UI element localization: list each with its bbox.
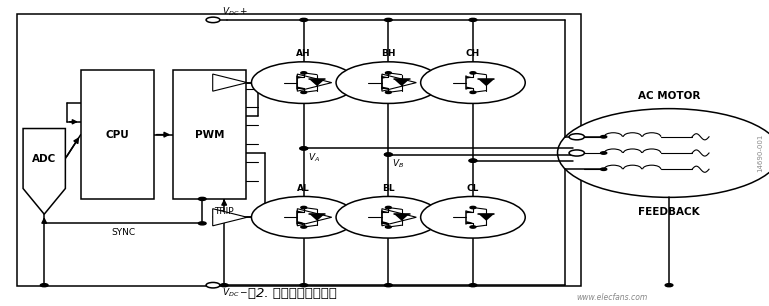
- Text: BL: BL: [382, 184, 394, 193]
- Polygon shape: [382, 74, 416, 91]
- Text: CH: CH: [466, 49, 480, 58]
- Polygon shape: [381, 211, 388, 213]
- Circle shape: [384, 18, 392, 21]
- Circle shape: [385, 91, 391, 94]
- Circle shape: [40, 284, 48, 287]
- Circle shape: [469, 159, 477, 162]
- Text: 图2. 三相交流电机驱动: 图2. 三相交流电机驱动: [248, 288, 337, 300]
- Polygon shape: [213, 209, 247, 226]
- Circle shape: [469, 284, 477, 287]
- Circle shape: [470, 206, 476, 209]
- Polygon shape: [297, 221, 304, 224]
- Circle shape: [384, 284, 392, 287]
- Polygon shape: [309, 214, 325, 221]
- Polygon shape: [298, 209, 331, 226]
- Circle shape: [421, 62, 525, 103]
- Polygon shape: [466, 87, 473, 89]
- Circle shape: [300, 147, 308, 150]
- Text: AC MOTOR: AC MOTOR: [638, 91, 701, 101]
- Text: AL: AL: [298, 184, 310, 193]
- Circle shape: [300, 284, 308, 287]
- Bar: [173, 70, 246, 199]
- Text: AH: AH: [296, 49, 311, 58]
- Text: CPU: CPU: [105, 130, 129, 140]
- Text: FEEDBACK: FEEDBACK: [638, 207, 700, 217]
- Circle shape: [300, 18, 308, 21]
- Text: www.elecfans.com: www.elecfans.com: [577, 293, 648, 302]
- Circle shape: [198, 197, 206, 200]
- Text: CL: CL: [467, 184, 479, 193]
- Polygon shape: [394, 79, 410, 86]
- Circle shape: [558, 109, 769, 197]
- Circle shape: [569, 150, 584, 156]
- Text: TRIP: TRIP: [215, 207, 234, 215]
- Polygon shape: [466, 221, 473, 224]
- Circle shape: [384, 153, 392, 156]
- Circle shape: [421, 196, 525, 238]
- Circle shape: [301, 91, 307, 94]
- Circle shape: [301, 72, 307, 74]
- Polygon shape: [381, 221, 388, 224]
- Circle shape: [301, 226, 307, 228]
- Polygon shape: [297, 211, 304, 213]
- Text: $V_{DC}+$: $V_{DC}+$: [222, 6, 248, 18]
- Polygon shape: [478, 79, 494, 86]
- Circle shape: [336, 62, 441, 103]
- Text: PWM: PWM: [195, 130, 225, 140]
- Circle shape: [470, 91, 476, 94]
- Text: ADC: ADC: [32, 154, 56, 163]
- Circle shape: [300, 147, 308, 150]
- Circle shape: [198, 222, 206, 225]
- Polygon shape: [297, 76, 304, 79]
- Circle shape: [221, 284, 228, 287]
- Circle shape: [301, 206, 307, 209]
- Polygon shape: [381, 76, 388, 79]
- Polygon shape: [394, 214, 410, 221]
- Circle shape: [470, 72, 476, 74]
- Circle shape: [469, 159, 477, 162]
- Circle shape: [251, 196, 356, 238]
- Polygon shape: [298, 74, 331, 91]
- Text: $V_A$: $V_A$: [308, 151, 320, 164]
- Circle shape: [470, 226, 476, 228]
- Circle shape: [665, 284, 673, 287]
- Circle shape: [251, 62, 356, 103]
- Text: BH: BH: [381, 49, 395, 58]
- Circle shape: [385, 206, 391, 209]
- Text: SYNC: SYNC: [112, 228, 135, 237]
- Bar: [17, 14, 581, 286]
- Polygon shape: [466, 76, 473, 79]
- Polygon shape: [466, 211, 473, 213]
- Polygon shape: [478, 214, 494, 221]
- Polygon shape: [23, 129, 65, 214]
- Polygon shape: [297, 87, 304, 89]
- Circle shape: [206, 282, 220, 288]
- Text: $V_B$: $V_B$: [392, 158, 404, 170]
- Circle shape: [601, 168, 607, 170]
- Text: $V_{DC}-$: $V_{DC}-$: [222, 287, 248, 299]
- Circle shape: [601, 152, 607, 154]
- Circle shape: [336, 196, 441, 238]
- Circle shape: [469, 18, 477, 21]
- Circle shape: [601, 136, 607, 138]
- Circle shape: [569, 134, 584, 140]
- Text: 14690-001: 14690-001: [757, 134, 764, 172]
- Circle shape: [384, 153, 392, 156]
- Polygon shape: [213, 74, 247, 91]
- Polygon shape: [309, 79, 325, 86]
- Circle shape: [385, 72, 391, 74]
- Circle shape: [385, 226, 391, 228]
- Bar: [81, 70, 154, 199]
- Polygon shape: [382, 209, 416, 226]
- Polygon shape: [381, 87, 388, 89]
- Circle shape: [206, 17, 220, 23]
